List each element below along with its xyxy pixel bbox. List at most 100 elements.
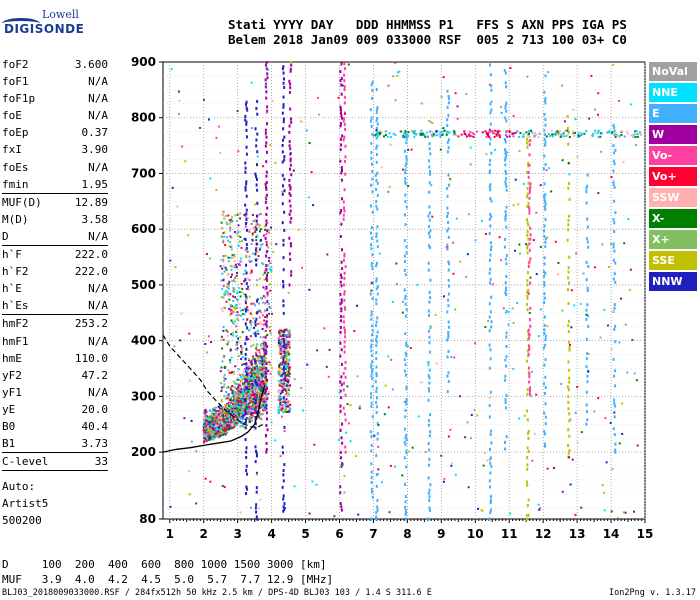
echo-point: [402, 134, 405, 137]
echo-point: [591, 132, 594, 135]
echo-point: [343, 159, 346, 163]
echo-point: [545, 169, 548, 172]
echo-point: [241, 331, 244, 334]
echo-point: [504, 378, 507, 382]
echo-point: [243, 363, 246, 366]
echo-point: [256, 378, 259, 381]
echo-point: [219, 412, 222, 415]
echo-point: [225, 404, 228, 407]
echo-point: [280, 367, 283, 370]
echo-point: [526, 192, 529, 196]
echo-point: [282, 400, 285, 403]
echo-point: [219, 370, 222, 373]
echo-point: [339, 235, 342, 239]
echo-point: [504, 104, 507, 108]
echo-point: [279, 329, 282, 332]
echo-point: [428, 165, 431, 169]
echo-point: [284, 362, 287, 365]
echo-point: [587, 324, 590, 328]
echo-point: [265, 135, 268, 139]
echo-point: [265, 273, 268, 277]
echo-point: [208, 432, 211, 435]
echo-point: [489, 73, 492, 77]
echo-point: [434, 314, 437, 317]
echo-point: [265, 447, 268, 451]
digisonde-logo: Lowell DIGISONDE: [2, 8, 92, 44]
echo-point: [285, 328, 288, 331]
echo-point: [231, 254, 234, 257]
echo-point: [266, 206, 269, 210]
echo-point: [612, 144, 615, 148]
echo-point: [446, 150, 449, 154]
echo-point: [261, 365, 264, 368]
echo-point: [234, 414, 237, 417]
echo-point: [260, 296, 263, 299]
echo-point: [207, 426, 210, 429]
echo-point: [203, 437, 206, 440]
echo-point: [244, 406, 247, 409]
echo-point: [265, 441, 268, 445]
echo-point: [526, 141, 529, 145]
echo-point: [230, 425, 233, 428]
echo-point: [215, 428, 218, 431]
echo-point: [252, 408, 255, 411]
echo-point: [488, 171, 491, 175]
echo-point: [614, 324, 617, 328]
echo-point: [231, 385, 234, 388]
y-tick-label: 400: [131, 334, 156, 348]
echo-point: [588, 117, 591, 120]
echo-point: [221, 213, 224, 216]
echo-point: [244, 307, 247, 310]
echo-point: [437, 133, 440, 136]
echo-point: [272, 250, 275, 253]
echo-point: [337, 438, 340, 441]
echo-point: [544, 237, 547, 241]
echo-point: [278, 331, 281, 334]
echo-point: [240, 357, 243, 360]
echo-point: [209, 177, 212, 180]
echo-point: [219, 265, 222, 268]
echo-point: [264, 316, 267, 319]
echo-point: [288, 178, 291, 182]
echo-point: [586, 288, 589, 292]
echo-point: [254, 332, 257, 336]
echo-point: [239, 392, 242, 395]
echo-point: [249, 398, 252, 401]
echo-point: [288, 144, 291, 148]
echo-point: [289, 258, 292, 262]
echo-point: [245, 180, 248, 184]
echo-point: [229, 415, 232, 418]
echo-point: [489, 390, 492, 394]
echo-point: [375, 264, 378, 268]
echo-point: [547, 71, 550, 74]
echo-point: [256, 214, 259, 218]
echo-point: [222, 432, 225, 435]
echo-point: [286, 384, 289, 387]
echo-point: [375, 454, 378, 458]
echo-point: [343, 188, 346, 192]
echo-point: [490, 295, 493, 299]
echo-point: [278, 373, 281, 376]
echo-point: [370, 183, 373, 187]
echo-point: [264, 403, 267, 406]
echo-point: [404, 495, 407, 499]
echo-point: [613, 126, 616, 130]
param-value: N/A: [88, 229, 108, 243]
echo-point: [238, 411, 241, 414]
echo-point: [442, 76, 445, 79]
echo-point: [356, 375, 359, 378]
echo-point: [543, 197, 546, 201]
echo-point: [214, 430, 217, 433]
echo-point: [404, 273, 407, 277]
echo-point: [282, 332, 285, 335]
echo-point: [263, 407, 266, 410]
echo-point: [428, 190, 431, 194]
echo-point: [254, 172, 257, 176]
echo-point: [446, 89, 449, 93]
echo-point: [279, 342, 282, 345]
y-tick-label: 800: [131, 111, 156, 125]
echo-point: [339, 280, 342, 284]
param-name: foF1p: [2, 92, 36, 106]
echo-point: [577, 136, 580, 139]
echo-point: [446, 355, 449, 359]
